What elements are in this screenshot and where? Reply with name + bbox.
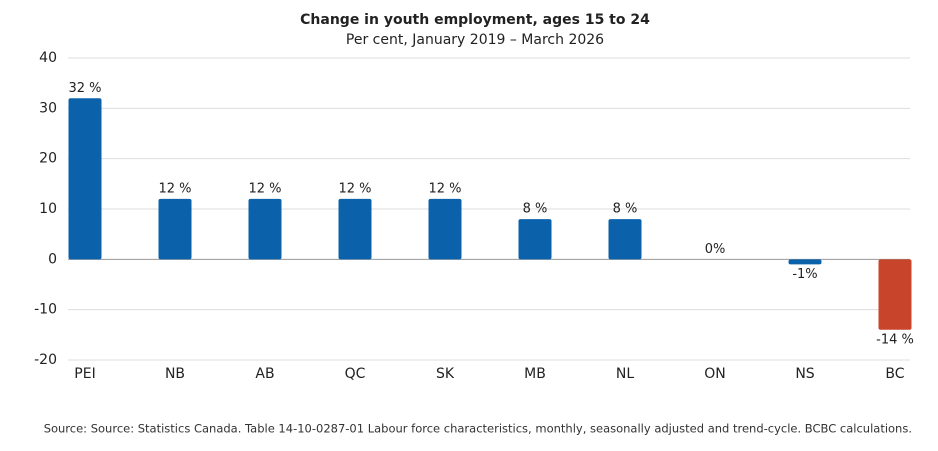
value-label: 12 % (248, 181, 281, 196)
value-label: 12 % (158, 181, 191, 196)
x-tick-label: BC (885, 366, 904, 382)
bar (788, 259, 822, 265)
bar (518, 219, 552, 260)
bar (878, 259, 912, 330)
y-tick-label: -20 (34, 352, 57, 368)
value-label: 12 % (428, 181, 461, 196)
value-label: 32 % (68, 81, 101, 96)
chart-title: Change in youth employment, ages 15 to 2… (300, 12, 650, 28)
bar (608, 219, 642, 260)
value-label: 8 % (613, 202, 638, 217)
source-note: Source: Source: Statistics Canada. Table… (44, 422, 912, 436)
x-tick-label: NS (795, 366, 814, 382)
y-tick-label: 10 (39, 201, 57, 217)
x-tick-label: QC (345, 366, 366, 382)
value-label: 8 % (523, 202, 548, 217)
y-tick-label: -10 (34, 302, 57, 318)
bar (338, 198, 372, 260)
x-tick-label: PEI (74, 366, 95, 382)
bar (158, 198, 192, 260)
x-tick-label: NB (165, 366, 185, 382)
chart-subtitle: Per cent, January 2019 – March 2026 (346, 32, 604, 48)
x-tick-label: SK (436, 366, 455, 382)
y-tick-label: 0 (48, 251, 57, 267)
value-label: -14 % (876, 332, 914, 347)
bar (428, 198, 462, 260)
bar (248, 198, 282, 260)
x-tick-label: MB (524, 366, 546, 382)
y-tick-label: 20 (39, 151, 57, 167)
value-label: -1% (792, 267, 817, 282)
y-tick-label: 30 (39, 100, 57, 116)
value-label: 12 % (338, 181, 371, 196)
bar (68, 98, 102, 260)
x-tick-label: AB (255, 366, 274, 382)
y-tick-label: 40 (39, 50, 57, 66)
value-label: 0% (705, 242, 726, 257)
x-tick-label: ON (704, 366, 726, 382)
x-tick-label: NL (616, 366, 634, 382)
